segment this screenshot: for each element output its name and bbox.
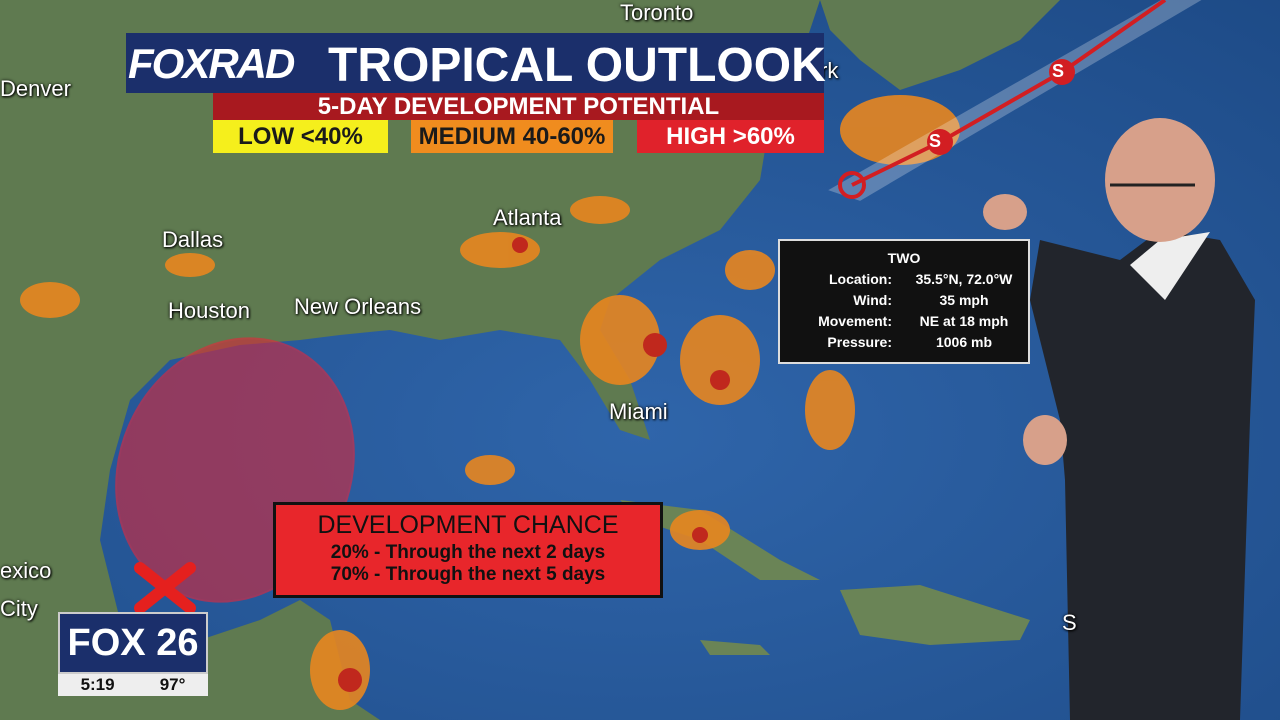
city-label: New Orleans [294, 294, 422, 319]
subtitle: 5-DAY DEVELOPMENT POTENTIAL [213, 93, 824, 120]
city-label: Dallas [162, 227, 224, 252]
legend-low: LOW <40% [213, 120, 388, 153]
city-label: Denver [0, 76, 71, 101]
development-title: DEVELOPMENT CHANCE [317, 511, 619, 539]
development-line: 70% - Through the next 5 days [330, 564, 606, 585]
city-label: Houston [168, 298, 250, 323]
track-marker-label: S [1052, 61, 1065, 81]
info-row: Wind: 35 mph [780, 292, 1028, 308]
info-row: Pressure: 1006 mb [780, 334, 1028, 350]
city-label: City [0, 596, 38, 621]
storm-name: TWO [887, 250, 921, 266]
city-label: rk [820, 58, 839, 83]
jamaica [700, 640, 770, 655]
legend-medium: MEDIUM 40-60% [411, 120, 613, 153]
presenter [983, 118, 1255, 720]
time: 5:19 [80, 675, 115, 694]
city-label: S [1062, 610, 1077, 635]
track-point [927, 129, 953, 155]
station-bug: FOX 26 5:19 97° [58, 612, 208, 696]
station-logo: FOX 26 [58, 612, 208, 674]
legend-high: HIGH >60% [637, 120, 824, 153]
city-label: Atlanta [493, 205, 562, 230]
development-line: 20% - Through the next 2 days [330, 542, 606, 563]
info-label: Pressure: [827, 334, 892, 350]
info-value: NE at 18 mph [919, 313, 1009, 329]
time-temp-bar: 5:19 97° [58, 674, 208, 696]
info-row: Movement: NE at 18 mph [780, 313, 1028, 329]
info-value: 35 mph [939, 292, 989, 308]
foxrad-logo: FOXRAD [128, 40, 295, 87]
title-banner [126, 33, 824, 93]
info-row: Location: 35.5°N, 72.0°W [780, 271, 1028, 287]
northeast-land [820, 0, 1060, 90]
track-point [1049, 59, 1075, 85]
temperature: 97° [159, 675, 186, 694]
radar-echoes [20, 95, 960, 710]
info-label: Movement: [818, 313, 892, 329]
north-america-land [0, 0, 820, 720]
track-marker-label: S [929, 131, 942, 151]
info-label: Location: [829, 271, 892, 287]
development-chance-box: DEVELOPMENT CHANCE 20% - Through the nex… [273, 502, 663, 598]
storm-track [851, 0, 1167, 187]
info-value: 1006 mb [935, 334, 993, 350]
info-value: 35.5°N, 72.0°W [915, 271, 1013, 287]
radar-cores [338, 237, 730, 692]
hispaniola [840, 585, 1030, 645]
info-label: Wind: [853, 292, 892, 308]
storm-info-rows: Location: 35.5°N, 72.0°W Wind: 35 mph Moveme… [780, 271, 1028, 350]
storm-info-box: TWO Location: 35.5°N, 72.0°W Wind: 35 mph Mo… [778, 239, 1030, 364]
city-label: Toronto [620, 0, 694, 25]
development-x [134, 562, 196, 614]
city-label: exico [0, 558, 52, 583]
title: TROPICAL OUTLOOK [328, 39, 826, 92]
storm-position [838, 171, 866, 199]
city-label: Miami [609, 399, 668, 424]
